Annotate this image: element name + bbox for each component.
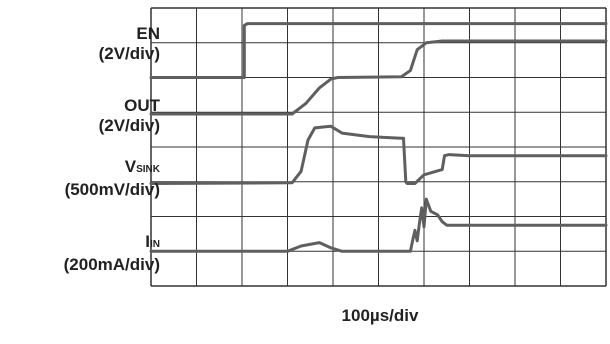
channel-subscript: IN xyxy=(150,239,160,250)
channel-name: V xyxy=(124,157,137,176)
channel-scale: (500mV/div) xyxy=(64,180,160,199)
channel-scale: (200mA/div) xyxy=(63,255,160,274)
trace-out xyxy=(149,39,608,116)
trace-en xyxy=(149,22,608,79)
channel-label-en: EN (2V/div) xyxy=(99,24,160,64)
channel-label-out: OUT (2V/div) xyxy=(99,96,160,136)
channel-subscript: SINK xyxy=(136,164,160,175)
trace-vsink xyxy=(149,124,608,185)
trace-iin xyxy=(149,197,608,253)
channel-name: I xyxy=(145,232,150,251)
channel-scale: (2V/div) xyxy=(98,44,160,63)
channel-name: EN xyxy=(136,24,160,43)
channel-label-vsink: VSINK (500mV/div) xyxy=(65,157,160,200)
scope-traces xyxy=(149,22,608,253)
scope-grid xyxy=(150,7,607,287)
channel-label-iin: IIN (200mA/div) xyxy=(64,232,160,275)
channel-name: OUT xyxy=(124,96,160,115)
channel-scale: (2V/div) xyxy=(98,116,160,135)
x-axis-label: 100µs/div xyxy=(341,306,419,325)
